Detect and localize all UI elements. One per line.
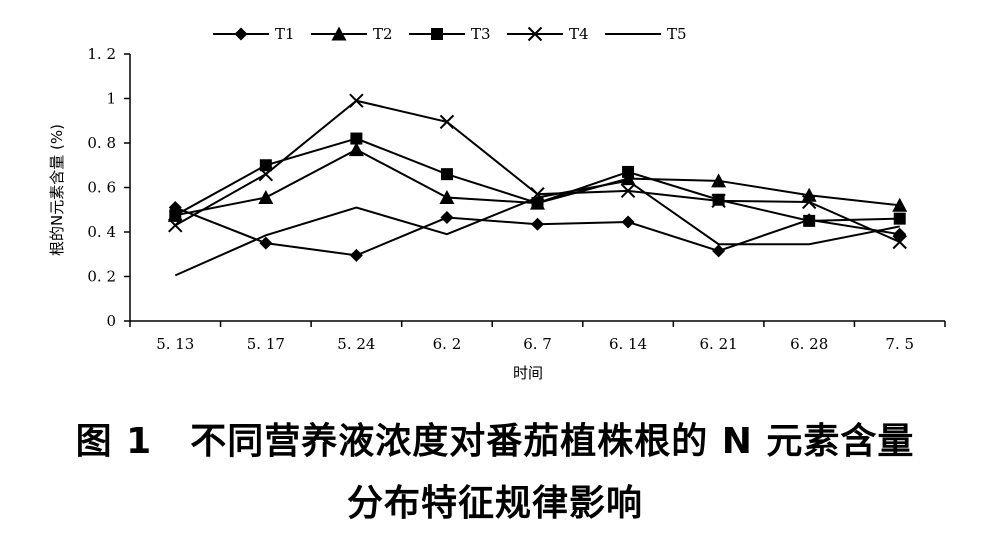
x-mark-stroke	[527, 26, 543, 42]
legend-item-t2: T2	[311, 25, 393, 43]
series-t2	[167, 142, 908, 222]
x-mark-stroke	[711, 193, 726, 209]
legend-marker	[234, 27, 248, 41]
data-point-t4	[892, 234, 907, 250]
data-point-t2	[711, 173, 727, 188]
series-line-t5	[174, 179, 900, 277]
data-point-t4	[620, 183, 636, 199]
series-group	[167, 93, 908, 277]
x-mark-stroke	[349, 93, 364, 108]
data-point-t1	[621, 215, 635, 229]
axes: 0 0. 2 0. 4 0. 6 0. 8 1 1. 2 5. 13 5. 17 5. 24 6. …	[87, 45, 946, 353]
y-tick-label: 1. 2	[87, 45, 116, 63]
data-point-t1	[712, 244, 726, 258]
legend-marker	[527, 26, 543, 42]
y-tick-label: 0. 4	[87, 223, 116, 241]
x-tick-label: 6. 21	[700, 335, 738, 353]
caption-text-2: 分布特征规律影响	[346, 483, 643, 524]
x-tick-label: 6. 14	[609, 335, 647, 353]
data-point-t3	[893, 212, 906, 225]
data-point-t4	[168, 218, 183, 233]
series-t5	[174, 179, 900, 277]
data-point-t4	[258, 166, 274, 182]
y-tick-label: 0. 6	[87, 179, 116, 197]
data-point-t3	[622, 165, 635, 178]
data-point-t2	[348, 142, 364, 157]
data-point-t2	[439, 190, 455, 205]
legend-label: T3	[471, 25, 491, 43]
legend-label: T1	[275, 25, 295, 43]
y-tick-label: 0. 8	[87, 134, 116, 152]
x-tick-label: 6. 28	[790, 335, 828, 353]
data-point-t4	[711, 193, 726, 209]
legend-label: T4	[569, 25, 589, 43]
data-point-t1	[531, 217, 544, 231]
legend: T1 T2 T3 T4 T5	[213, 25, 687, 43]
x-tick-label: 5. 17	[247, 335, 285, 353]
data-point-t4	[439, 114, 455, 130]
figure-caption-line-2: 分布特征规律影响	[0, 474, 990, 526]
legend-label: T2	[373, 25, 393, 43]
x-tick-label: 6. 7	[523, 335, 552, 353]
legend-item-t5: T5	[605, 25, 687, 43]
legend-item-t3: T3	[409, 25, 491, 43]
figure-number: 图 1	[75, 421, 153, 462]
legend-item-t1: T1	[213, 25, 295, 43]
caption-text-1: 不同营养液浓度对番茄植株根的 N 元素含量	[190, 421, 915, 462]
line-chart: T1 T2 T3 T4 T5 0 0. 2 0. 4 0. 6 0. 8 1 1. 2 5. 13 5.…	[48, 25, 946, 382]
x-tick-label: 5. 13	[156, 335, 194, 353]
legend-marker	[431, 28, 443, 40]
series-line-t1	[174, 206, 900, 257]
x-mark-stroke	[168, 218, 183, 233]
y-tick-label: 0	[106, 312, 116, 330]
data-point-t1	[440, 211, 454, 225]
data-point-t1	[259, 236, 273, 250]
data-point-t3	[259, 159, 272, 172]
y-axis-label: 根的N元素含量 (%)	[48, 124, 66, 256]
figure-caption-line-1: 图 1 不同营养液浓度对番茄植株根的 N 元素含量	[0, 412, 990, 464]
data-point-t3	[169, 209, 182, 222]
x-tick-label: 7. 5	[885, 335, 914, 353]
data-point-t3	[350, 132, 363, 145]
x-tick-label: 5. 24	[337, 335, 375, 353]
x-mark-stroke	[620, 183, 636, 199]
data-point-t4	[801, 194, 817, 210]
y-tick-label: 1	[106, 90, 116, 108]
data-point-t2	[258, 190, 274, 205]
legend-marker	[331, 26, 347, 41]
legend-label: T5	[667, 25, 687, 43]
data-point-t3	[440, 168, 453, 181]
x-tick-label: 6. 2	[433, 335, 462, 353]
legend-item-t4: T4	[507, 25, 589, 43]
data-point-t3	[803, 214, 816, 227]
data-point-t3	[531, 197, 544, 210]
data-point-t1	[349, 248, 363, 262]
x-mark-stroke	[439, 114, 455, 130]
y-tick-label: 0. 2	[87, 268, 116, 286]
x-mark-stroke	[892, 234, 907, 250]
data-point-t2	[892, 197, 908, 212]
series-t3	[169, 132, 906, 227]
x-mark-stroke	[258, 166, 274, 182]
x-mark-stroke	[801, 194, 817, 210]
x-axis-label: 时间	[513, 364, 543, 382]
data-point-t4	[349, 93, 364, 108]
